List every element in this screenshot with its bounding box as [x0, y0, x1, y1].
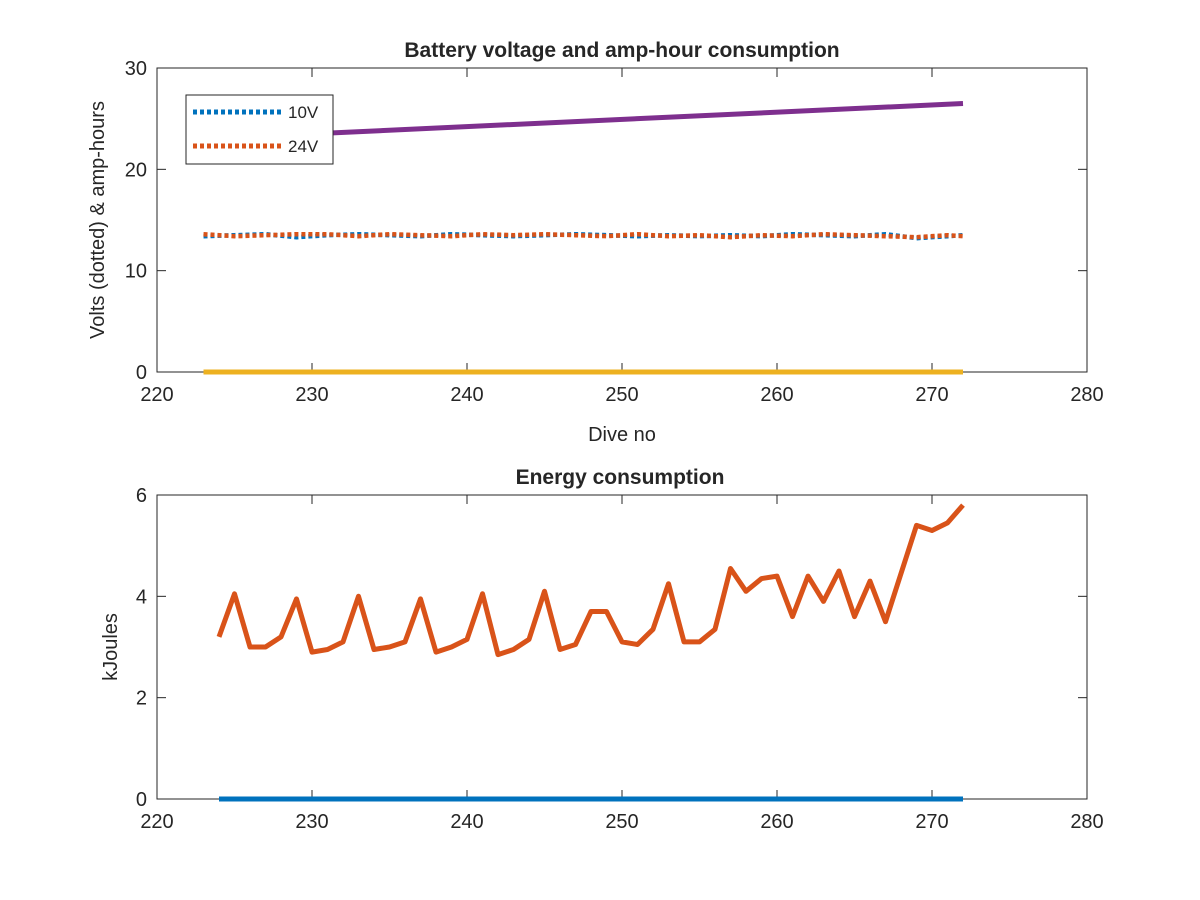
energy-x-tick-label: 270: [915, 811, 948, 833]
energy-x-tick-label: 280: [1070, 811, 1103, 833]
voltage-y-tick-label: 20: [125, 159, 147, 181]
voltage-x-tick-label: 240: [450, 384, 483, 406]
energy-axes-box: [156, 494, 1088, 800]
legend: 10V 24V: [185, 94, 334, 165]
voltage-x-tick-label: 230: [295, 384, 328, 406]
energy-panel: 220 230 240 250 260 270 280 0 2 4 6 Energy consump…: [100, 466, 1104, 833]
legend-box: [185, 94, 334, 165]
voltage-x-tick-label: 250: [605, 384, 638, 406]
voltage-x-tick-label: 270: [915, 384, 948, 406]
voltage-x-tick-label: 260: [760, 384, 793, 406]
energy-x-tick-label: 240: [450, 811, 483, 833]
voltage-y-axis-label: Volts (dotted) & amp-hours: [87, 101, 109, 339]
energy-x-tick-label: 250: [605, 811, 638, 833]
energy-series-line-1: [216, 503, 965, 658]
energy-chart-title: Energy consumption: [516, 466, 725, 489]
voltage-chart-title: Battery voltage and amp-hour consumption: [404, 39, 839, 62]
energy-y-axis-label: kJoules: [100, 613, 122, 681]
voltage-y-tick-label: 0: [136, 362, 147, 384]
energy-x-tick-label: 230: [295, 811, 328, 833]
voltage-x-tick-label: 220: [140, 384, 173, 406]
energy-y-tick-label: 4: [136, 586, 147, 608]
voltage-x-axis-label: Dive no: [588, 424, 656, 446]
voltage-series-line-24v: [203, 231, 964, 240]
energy-series: [216, 503, 965, 802]
voltage-panel: 220 230 240 250 260 270 280 0 10 20 30 Battery vol…: [87, 39, 1104, 446]
energy-x-tick-label: 260: [760, 811, 793, 833]
voltage-y-tick-label: 10: [125, 261, 147, 283]
energy-y-tick-label: 2: [136, 688, 147, 710]
legend-label-24v: 24V: [288, 137, 319, 156]
voltage-y-tick-label: 30: [125, 58, 147, 80]
energy-ticks: 220 230 240 250 260 270 280 0 2 4 6: [136, 485, 1104, 833]
voltage-x-tick-label: 280: [1070, 384, 1103, 406]
energy-x-tick-label: 220: [140, 811, 173, 833]
legend-label-10v: 10V: [288, 103, 319, 122]
energy-y-tick-label: 0: [136, 789, 147, 811]
energy-y-tick-label: 6: [136, 485, 147, 507]
